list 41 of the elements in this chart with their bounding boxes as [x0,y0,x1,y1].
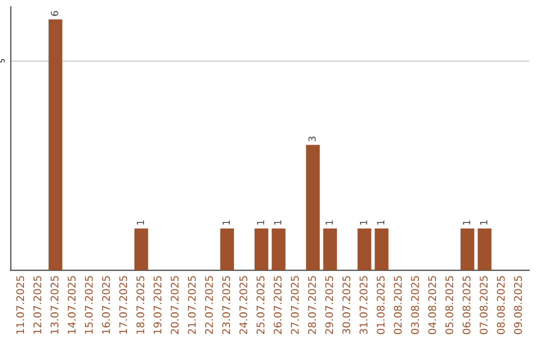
x-tick-label: 15.07.2025 [84,276,93,334]
x-tick-label: 01.08.2025 [376,276,385,334]
data-label: 1 [480,220,488,225]
x-tick-label: 19.07.2025 [154,276,162,334]
x-tick-label: 28.07.2025 [308,276,316,334]
x-tick-label: 08.08.2025 [496,276,505,334]
data-label: 6 [50,10,58,16]
x-tick-label: 06.08.2025 [462,276,470,334]
x-tick-label: 23.07.2025 [222,276,230,334]
x-tick-label: 07.08.2025 [480,276,488,334]
x-tick-label: 02.08.2025 [394,276,402,334]
x-tick-label: 29.07.2025 [325,276,334,334]
x-tick-label: 09.08.2025 [514,276,522,334]
x-tick-label: 16.07.2025 [102,276,110,334]
x-tick-label: 27.07.2025 [290,276,299,334]
x-tick-label: 03.08.2025 [411,276,419,334]
x-tick-label: 31.07.2025 [360,276,368,334]
x-tick-label: 04.08.2025 [428,276,436,334]
data-label: 1 [222,220,230,225]
data-label: 1 [326,220,333,225]
x-tick-label: 12.07.2025 [33,276,42,334]
data-label: 3 [308,136,316,142]
x-tick-label: 24.07.2025 [239,276,248,334]
data-label: 1 [136,220,144,225]
x-tick-label: 14.07.2025 [68,276,76,334]
x-tick-label: 25.07.2025 [256,276,264,334]
data-label: 1 [360,220,368,225]
x-tick-label: 30.07.2025 [342,276,350,334]
x-tick-label: 05.08.2025 [445,276,454,334]
x-tick-label: 22.07.2025 [205,276,213,334]
data-label: 1 [377,220,384,225]
data-label: 1 [257,220,264,225]
x-tick-label: 21.07.2025 [188,276,196,334]
x-tick-label: 18.07.2025 [136,276,144,334]
x-tick-label: 26.07.2025 [274,276,282,334]
data-label: 1 [463,220,470,225]
x-tick-label: 17.07.2025 [119,276,128,334]
x-tick-label: 11.07.2025 [16,276,24,334]
x-tick-label: 20.07.2025 [170,276,179,334]
x-tick-label: 13.07.2025 [50,276,58,334]
data-label: 1 [274,220,282,225]
